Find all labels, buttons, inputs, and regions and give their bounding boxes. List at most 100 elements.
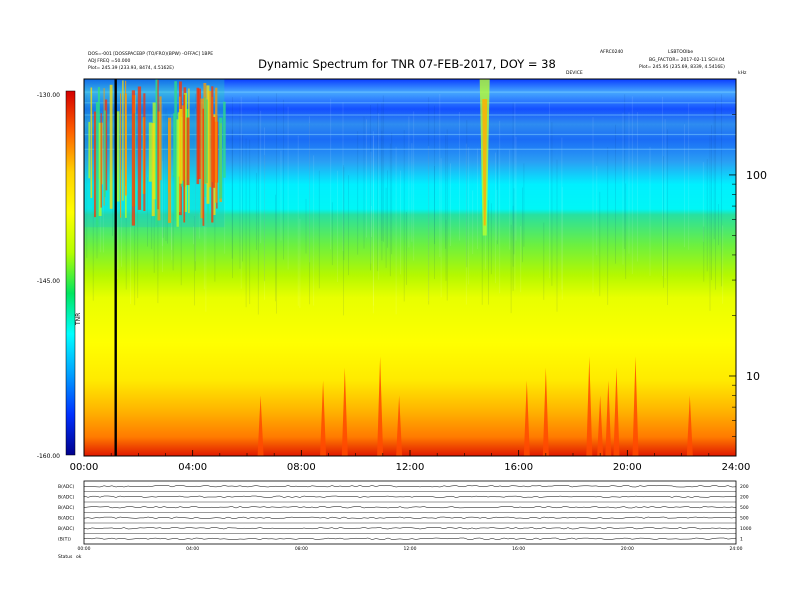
texture-streak [363, 116, 365, 249]
panel-row-label: B(ADC) [58, 515, 75, 521]
burst-streak [197, 88, 201, 179]
burst-streak [168, 117, 172, 223]
texture-streak [245, 138, 247, 308]
texture-streak [395, 146, 397, 315]
panel-x-tick-label: 24:00 [730, 546, 743, 552]
header-right-line2: BG_FACTOR= 2017-02-11 SCH.04 [649, 57, 725, 63]
texture-streak [371, 206, 372, 237]
panel-x-tick-label: 12:00 [404, 546, 417, 552]
x-tick-label: 12:00 [396, 462, 425, 473]
texture-streak [162, 143, 164, 238]
texture-streak [309, 123, 310, 305]
texture-streak [512, 102, 514, 291]
texture-streak [499, 120, 501, 294]
texture-streak [713, 108, 715, 240]
texture-streak [440, 158, 442, 298]
colorbar [65, 90, 76, 456]
texture-streak [370, 151, 372, 264]
texture-streak [722, 225, 724, 304]
texture-streak [428, 97, 430, 305]
texture-streak [112, 109, 113, 236]
x-tick-label: 24:00 [722, 462, 751, 473]
texture-streak [125, 154, 127, 290]
burst-streak [212, 117, 216, 188]
x-tick-label: 00:00 [70, 462, 99, 473]
x-tick-label: 16:00 [504, 462, 533, 473]
colorbar-tick-mid: -145.00 [37, 278, 60, 285]
burst-streak [202, 108, 205, 226]
burst-streak [215, 87, 218, 203]
texture-streak [117, 155, 118, 279]
x-axis: 00:00 04:00 08:00 12:00 16:00 20:00 24:00 [70, 450, 751, 473]
burst-streak [211, 86, 214, 223]
texture-streak [477, 148, 478, 250]
texture-streak [688, 103, 690, 250]
burst-streak [88, 121, 90, 179]
texture-streak [172, 175, 174, 271]
texture-streak [309, 116, 310, 263]
texture-streak [389, 143, 391, 277]
texture-streak [391, 132, 393, 255]
panel-row-label: B(ADC) [58, 526, 75, 532]
burst-streak [98, 122, 102, 216]
data-gap-line [114, 79, 117, 456]
texture-streak [561, 187, 563, 300]
spectrum-texture [84, 91, 736, 316]
panel-row-label: B(ADC) [58, 494, 75, 500]
texture-streak [631, 96, 633, 275]
texture-streak [305, 198, 307, 254]
panel-x-tick-label: 20:00 [621, 546, 634, 552]
texture-streak [439, 93, 441, 258]
texture-streak [381, 130, 383, 241]
texture-streak [434, 105, 435, 245]
texture-streak [193, 226, 194, 245]
panel-x-axis: 00:00 04:00 08:00 12:00 16:00 20:00 24:00 [78, 546, 743, 552]
texture-streak [459, 112, 460, 241]
texture-streak [86, 94, 88, 258]
burst-streak [173, 113, 175, 178]
spike [686, 395, 693, 456]
texture-streak [240, 96, 242, 289]
texture-streak [466, 120, 468, 268]
burst-streak [151, 123, 155, 217]
texture-streak [549, 102, 550, 279]
texture-streak [157, 158, 159, 304]
panel-x-tick-label: 16:00 [512, 546, 525, 552]
burst-streak [205, 99, 208, 184]
panel-row-label: (B(T)) [58, 536, 71, 542]
burst-streak [131, 90, 135, 226]
panel-row-right-label: 500 [740, 515, 749, 521]
panel-rows: B(ADC) 200 B(ADC) 200 B(ADC) 500 B(ADC) 500 B(AD… [58, 484, 752, 543]
x-tick-label: 08:00 [287, 462, 316, 473]
burst-streak [148, 122, 153, 182]
texture-streak [637, 112, 638, 262]
texture-streak [256, 172, 257, 251]
panel-row-label: B(ADC) [58, 484, 75, 490]
texture-streak [318, 170, 320, 289]
burst-streak [208, 91, 212, 188]
texture-streak [592, 117, 594, 293]
burst-streak [109, 84, 113, 209]
burst-region [84, 79, 490, 236]
texture-streak [468, 147, 470, 285]
texture-streak [509, 149, 511, 250]
texture-streak [514, 102, 516, 290]
texture-streak [239, 101, 241, 269]
texture-streak [287, 106, 289, 270]
panel-x-tick-label: 04:00 [186, 546, 199, 552]
spike [605, 380, 612, 456]
spike [542, 367, 549, 456]
texture-streak [428, 146, 430, 301]
panel-trace [83, 485, 737, 488]
panel-row-right-label: 500 [740, 505, 749, 511]
panel-row-right-label: 1 [740, 536, 743, 542]
texture-streak [667, 129, 668, 305]
texture-streak [372, 131, 374, 314]
colorbar-tick-top: -130.00 [37, 92, 60, 99]
texture-streak [497, 149, 498, 245]
texture-streak [662, 96, 663, 276]
panel-trace [83, 506, 737, 509]
texture-streak [205, 162, 207, 312]
texture-streak [162, 161, 163, 272]
